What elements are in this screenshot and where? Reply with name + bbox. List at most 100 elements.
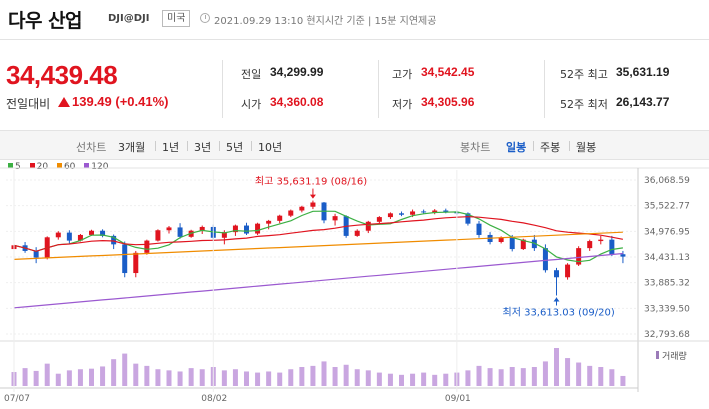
candle-body (133, 252, 139, 274)
tab-divider (569, 141, 570, 151)
clock-icon (200, 13, 210, 23)
candle-body (100, 230, 106, 236)
high-label: 고가 (392, 68, 413, 81)
low-annotation: 최저 33,613.03 (09/20) (503, 306, 615, 318)
volume-bar (365, 370, 371, 386)
legend-label: 120 (91, 162, 109, 172)
candle-body (255, 223, 261, 234)
volume-bar (166, 370, 172, 386)
y-tick-label: 33,885.32 (644, 279, 690, 289)
volume-bar (487, 368, 493, 386)
candle-body (177, 227, 183, 237)
tab-monthly[interactable]: 월봉 (576, 141, 597, 154)
tab-10y[interactable]: 10년 (258, 141, 283, 154)
volume-bar (111, 359, 117, 386)
volume-bar (266, 371, 272, 386)
candle-body (520, 239, 526, 250)
candle-body (498, 237, 504, 243)
tab-5y[interactable]: 5년 (226, 141, 244, 154)
volume-bar (432, 374, 438, 386)
legend-label: 60 (63, 162, 76, 172)
volume-bar (177, 371, 183, 386)
volume-bar (421, 372, 427, 386)
volume-bar (288, 369, 294, 386)
change-label: 전일대비 (6, 97, 51, 111)
candle-body (199, 226, 205, 231)
prev-close-value: 34,299.99 (270, 65, 324, 79)
candle-body (277, 215, 283, 221)
volume-bar (122, 353, 128, 386)
ma-legend: 5 20 60 120 (8, 162, 114, 172)
divider (378, 60, 379, 118)
volume-label: 거래량 (662, 350, 687, 362)
y-tick-label: 35,522.77 (644, 202, 690, 212)
low-label: 저가 (392, 98, 413, 111)
change-value: 139.49 (+0.41%) (72, 94, 169, 109)
volume-bar (520, 368, 526, 386)
candle-body (155, 230, 161, 241)
volume-bar (299, 367, 305, 386)
divider (222, 60, 223, 118)
volume-bar (188, 368, 194, 386)
volume-bar (155, 369, 161, 386)
volume-bar (77, 369, 83, 386)
candle-body (33, 250, 39, 258)
tab-3m[interactable]: 3개월 (118, 141, 146, 154)
ma120-line (13, 252, 623, 309)
legend-label: 20 (36, 162, 49, 172)
candle-body (576, 248, 582, 265)
candle-body (166, 227, 172, 231)
candle-body (399, 213, 404, 215)
candle-body (620, 254, 626, 257)
candle-body (465, 213, 471, 224)
legend-swatch (56, 163, 62, 168)
volume-bar (55, 373, 61, 386)
volume-bar (498, 369, 504, 386)
candle-body (77, 234, 83, 241)
volume-bar (598, 367, 604, 386)
ma5-line (13, 210, 623, 263)
volume-bar (387, 373, 393, 386)
52w-high-value: 35,631.19 (616, 65, 670, 79)
tab-3y[interactable]: 3년 (194, 141, 212, 154)
legend-swatch (29, 163, 35, 168)
volume-legend-swatch (656, 351, 659, 359)
candle-body (609, 239, 615, 255)
tab-divider (533, 141, 534, 151)
volume-bar (609, 369, 615, 386)
candle-body (421, 211, 427, 213)
volume-bar (133, 363, 139, 386)
volume-bar (100, 366, 106, 386)
candle-body (332, 216, 338, 221)
tab-weekly[interactable]: 주봉 (540, 141, 561, 154)
candle-body (365, 221, 371, 231)
candle-body (89, 230, 94, 235)
volume-bar (531, 367, 537, 386)
legend-swatch (8, 163, 13, 168)
divider (544, 60, 545, 118)
volume-bar (476, 365, 482, 386)
candle-body (111, 235, 117, 245)
volume-bar (332, 367, 338, 386)
tab-daily[interactable]: 일봉 (506, 141, 527, 154)
candle-body (299, 206, 305, 211)
volume-bar (465, 370, 471, 386)
volume-bar (554, 348, 559, 386)
x-tick-label: 07/07 (4, 394, 30, 404)
candle-body (443, 210, 449, 212)
x-tick-label: 08/02 (201, 394, 227, 404)
y-tick-label: 36,068.59 (644, 176, 690, 186)
line-chart-label: 선차트 (76, 141, 107, 154)
candle-body (354, 230, 360, 236)
tab-1y[interactable]: 1년 (162, 141, 180, 154)
volume-bar (576, 362, 582, 386)
volume-bar (620, 375, 626, 386)
chart-tab-bar: 선차트 3개월 1년 3년 5년 10년 봉차트 일봉 주봉 월봉 (0, 130, 709, 160)
volume-bar (44, 363, 50, 386)
volume-bar (587, 365, 593, 386)
y-tick-label: 32,793.68 (644, 330, 690, 340)
volume-bar (232, 369, 238, 386)
volume-bar (89, 368, 94, 386)
candle-chart-label: 봉차트 (460, 141, 491, 154)
